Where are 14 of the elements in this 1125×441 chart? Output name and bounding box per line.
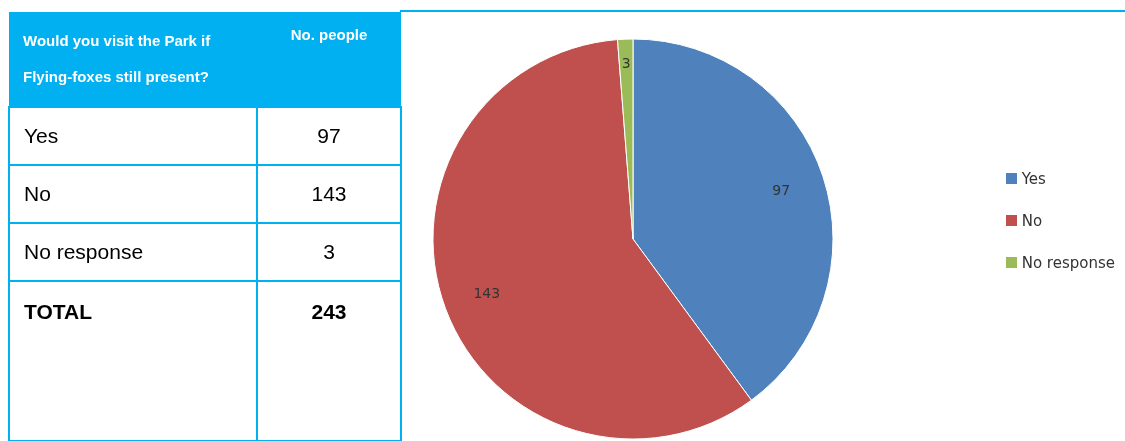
text: 97 (257, 107, 401, 165)
data-label: 97 (772, 182, 791, 199)
category-label: No (24, 182, 51, 205)
text: 3 (257, 223, 401, 281)
legend-label: Yes (1021, 168, 1046, 190)
text: TOTAL (9, 281, 257, 441)
data-label: 3 (621, 55, 631, 72)
legend-label: No (1021, 210, 1043, 232)
data-label: 143 (257, 165, 401, 223)
category-label: Yes (24, 124, 59, 147)
legend-label: No response (1021, 252, 1115, 274)
category-label: No response (24, 240, 144, 263)
text: 243 (257, 281, 401, 441)
text: 143 (473, 285, 501, 302)
